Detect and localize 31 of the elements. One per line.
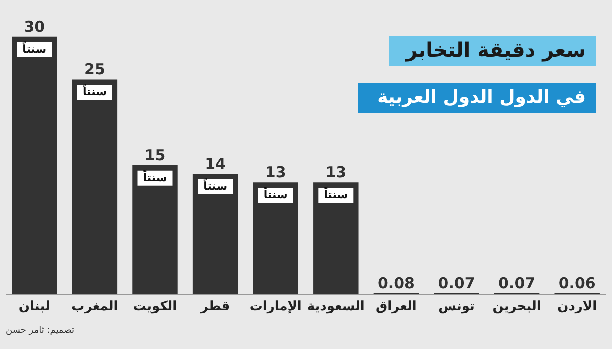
bar: [12, 36, 58, 294]
text: في الدول الدول العربية: [378, 87, 586, 108]
x-tick-label: الإمارات: [250, 300, 302, 314]
annotation: سنتاً: [22, 40, 47, 56]
x-tick-label: البحرين: [492, 300, 542, 314]
data-label: 0.08: [378, 274, 415, 292]
x-tick-label: لبنان: [18, 300, 50, 314]
x-tick-label: قطر: [200, 300, 230, 314]
chart-title: سعر دقيقة التخابر: [405, 38, 586, 62]
data-label: 30: [24, 18, 46, 36]
x-tick-label: تونس: [438, 300, 475, 314]
data-label: 0.06: [558, 274, 596, 292]
text: تصميم: ثامر حسن: [6, 326, 75, 336]
x-tick-label: المغرب: [72, 300, 118, 314]
bar: [72, 80, 118, 294]
annotation: سنتاً: [143, 169, 168, 184]
annotation: سنتاً: [82, 83, 107, 99]
x-tick-label: العراق: [376, 300, 417, 314]
data-label: 15: [144, 146, 166, 164]
annotation: سنتاً: [324, 186, 348, 202]
data-label: 25: [84, 60, 106, 79]
annotation: سنتاً: [264, 186, 288, 202]
data-label: 0.07: [438, 274, 476, 292]
annotation: سنتاً: [204, 178, 228, 193]
x-tick-label: الكويت: [133, 300, 178, 314]
x-tick-label: السعودية: [307, 300, 365, 314]
data-label: 13: [326, 164, 347, 182]
x-tick-label: الاردن: [558, 300, 598, 314]
data-label: 0.07: [498, 274, 536, 292]
data-label: 14: [205, 155, 226, 173]
data-label: 13: [265, 164, 286, 182]
